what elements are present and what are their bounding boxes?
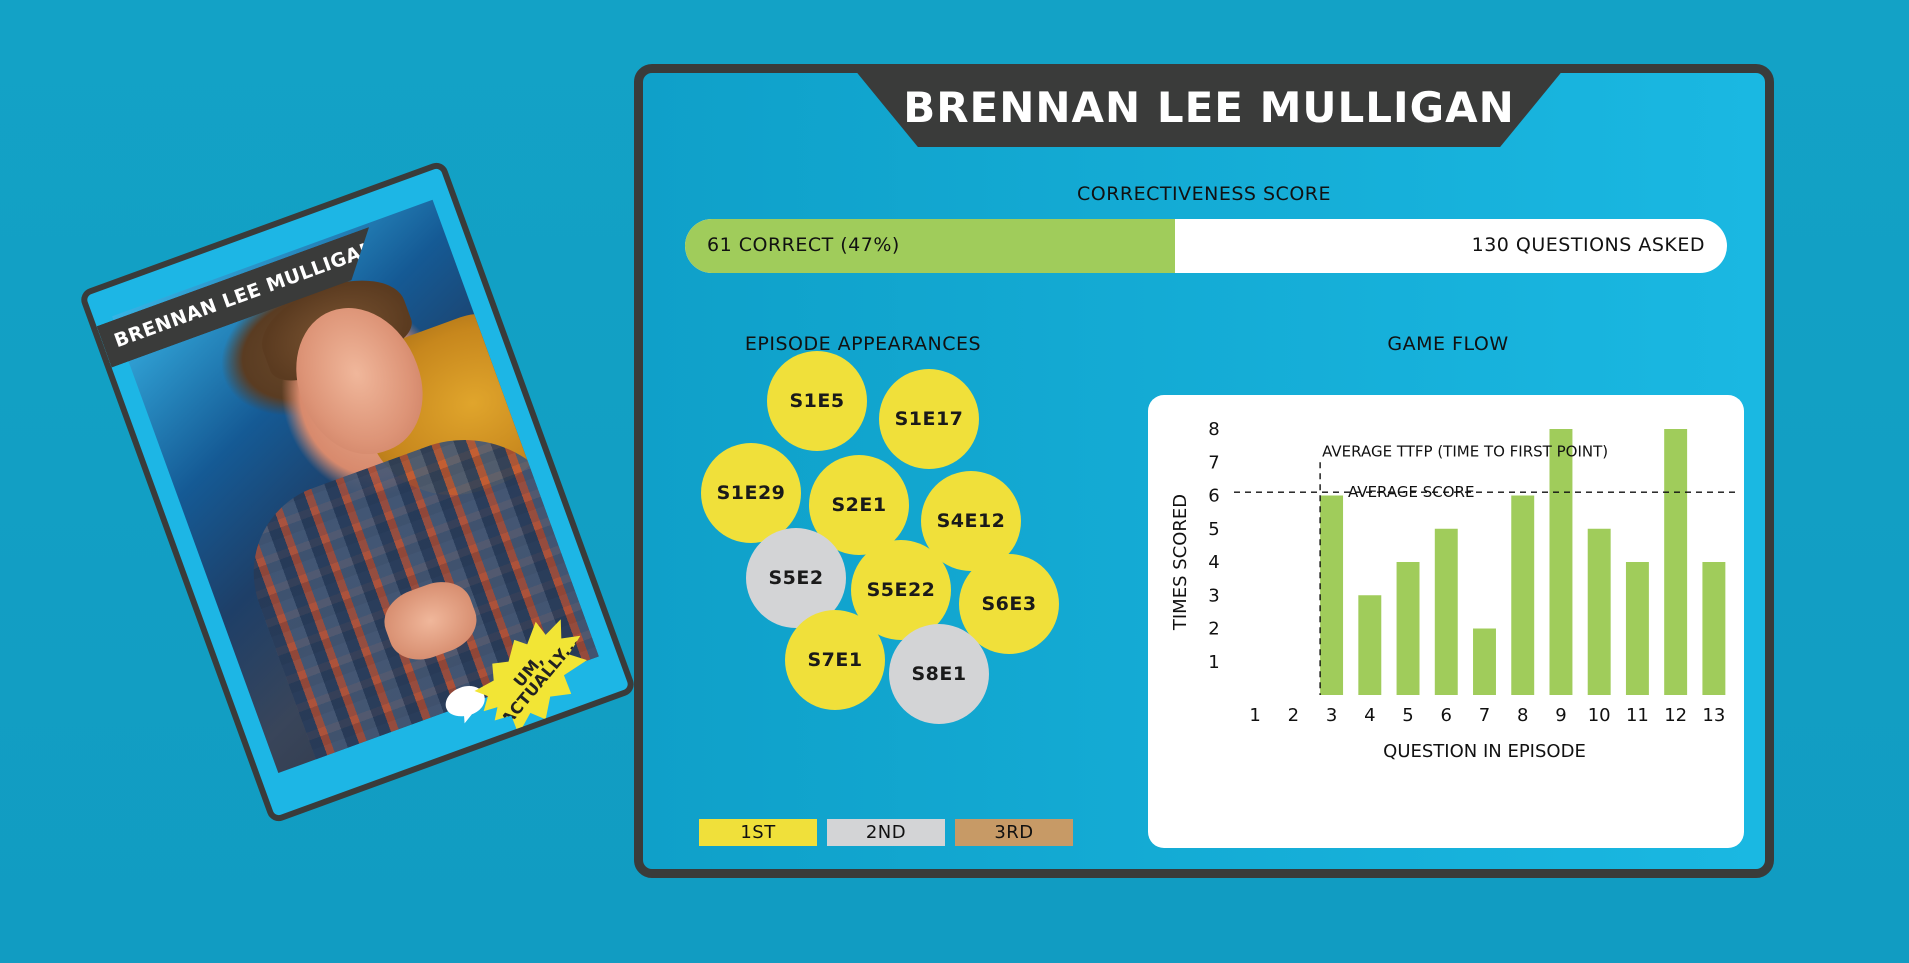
chart-bar <box>1664 429 1688 695</box>
y-axis-label: TIMES SCORED <box>1170 494 1191 631</box>
questions-count: 130 QUESTIONS ASKED <box>1471 234 1705 256</box>
x-tick-label: 5 <box>1402 705 1413 726</box>
gameflow-label: GAME FLOW <box>1387 333 1509 355</box>
legend-first: 1ST <box>699 819 817 846</box>
x-tick-label: 4 <box>1364 705 1375 726</box>
x-tick-label: 9 <box>1555 705 1566 726</box>
episode-bubbles: S1E5 S1E17 S1E29 S2E1 S4E12 S5E2 S5E22 S… <box>673 351 1093 793</box>
chart-bar <box>1587 528 1611 695</box>
chart-bar <box>1473 628 1496 695</box>
x-tick-label: 7 <box>1479 705 1490 726</box>
panel-title: BRENNAN LEE MULLIGAN <box>903 83 1515 132</box>
x-tick-label: 2 <box>1288 705 1299 726</box>
title-tab: BRENNAN LEE MULLIGAN <box>854 69 1564 147</box>
stats-panel: BRENNAN LEE MULLIGAN CORRECTIVENESS SCOR… <box>634 64 1774 878</box>
legend-second: 2ND <box>827 819 945 846</box>
x-tick-label: 11 <box>1626 705 1649 726</box>
chart-bar <box>1625 562 1649 695</box>
x-tick-label: 3 <box>1326 705 1337 726</box>
speech-bubble-icon <box>445 686 485 724</box>
episode-bubble[interactable]: S1E29 <box>701 443 801 543</box>
chart-bar <box>1549 429 1573 695</box>
y-tick-label: 5 <box>1208 519 1219 540</box>
x-tick-label: 10 <box>1588 705 1611 726</box>
y-tick-label: 1 <box>1208 652 1219 673</box>
y-tick-label: 4 <box>1208 552 1219 573</box>
episode-bubble[interactable]: S6E3 <box>959 554 1059 654</box>
y-tick-label: 7 <box>1208 452 1219 473</box>
legend-third: 3RD <box>955 819 1073 846</box>
average-ttfp-label: AVERAGE TTFP (TIME TO FIRST POINT) <box>1322 442 1608 460</box>
x-tick-label: 12 <box>1664 705 1687 726</box>
chart-bar <box>1434 528 1458 695</box>
correct-count: 61 CORRECT (47%) <box>707 234 900 256</box>
correctiveness-label: CORRECTIVENESS SCORE <box>1077 183 1331 205</box>
episode-bubble[interactable]: S7E1 <box>785 610 885 710</box>
y-tick-label: 2 <box>1208 619 1219 640</box>
x-tick-label: 1 <box>1249 705 1260 726</box>
y-tick-label: 6 <box>1208 486 1219 507</box>
y-tick-label: 3 <box>1208 585 1219 606</box>
chart-bar <box>1511 495 1535 695</box>
average-score-label: AVERAGE SCORE <box>1348 483 1474 501</box>
correctiveness-bar: 61 CORRECT (47%) 130 QUESTIONS ASKED <box>685 219 1727 273</box>
episode-bubble[interactable]: S8E1 <box>889 624 989 724</box>
episode-bubble[interactable]: S1E17 <box>879 369 979 469</box>
game-flow-chart: 1 2 3 4 5 6 7 8 9 10 11 12 13 1 2 3 4 5 6 7 8 AVERAGE SCORE AV… <box>1148 395 1744 848</box>
y-tick-label: 8 <box>1208 419 1219 440</box>
chart-bar <box>1358 595 1382 695</box>
correctiveness-fill <box>685 219 1175 273</box>
chart-bar <box>1396 562 1420 695</box>
chart-bar <box>1702 562 1726 695</box>
episode-bubble[interactable]: S1E5 <box>767 351 867 451</box>
x-tick-label: 6 <box>1441 705 1452 726</box>
player-card[interactable]: BRENNAN LEE MULLIGAN UM, ACTUALLY... <box>77 159 638 825</box>
chart-bar <box>1320 495 1344 695</box>
x-tick-label: 8 <box>1517 705 1528 726</box>
x-axis-label: QUESTION IN EPISODE <box>1383 741 1586 762</box>
x-tick-label: 13 <box>1702 705 1725 726</box>
episodes-label: EPISODE APPEARANCES <box>744 333 982 355</box>
